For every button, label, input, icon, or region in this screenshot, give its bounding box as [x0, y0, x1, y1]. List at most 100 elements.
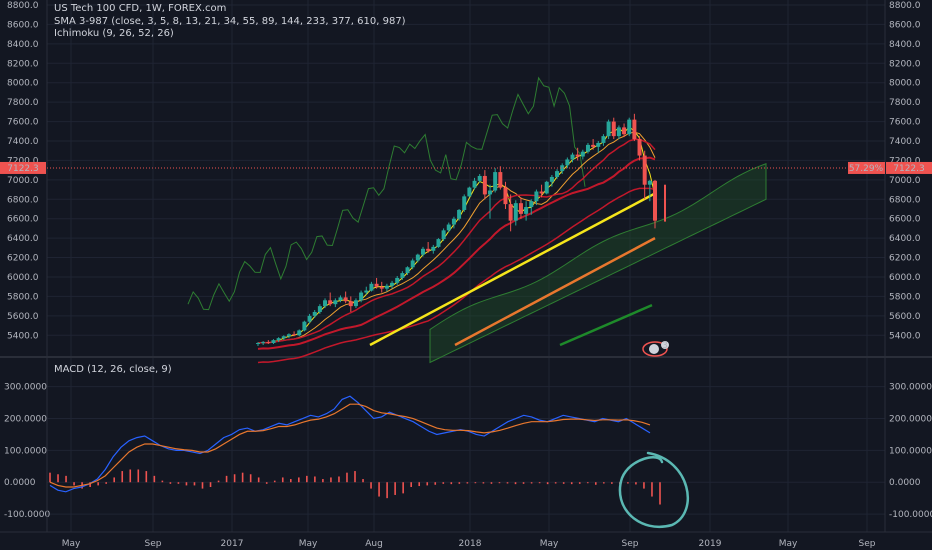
time-axis-label: 2018: [459, 539, 482, 549]
candle-body: [462, 196, 467, 210]
macd-axis-label-right: -100.0000: [889, 510, 932, 520]
sma-34-line: [257, 187, 656, 364]
macd-hist-bar: [570, 482, 573, 485]
event-badge-ring: [642, 341, 668, 357]
candle-body: [591, 144, 596, 147]
macd-hist-bar: [450, 482, 453, 485]
macd-hist-bar: [57, 474, 59, 483]
candle-body: [405, 267, 410, 274]
macd-hist-bar: [402, 482, 404, 494]
candle-body: [606, 121, 611, 137]
candle-body: [627, 119, 632, 135]
macd-hist-bar: [257, 477, 260, 483]
macd-hist-bar: [434, 482, 437, 485]
candle-body: [426, 248, 431, 251]
price-axis-label-right: 8600.0: [889, 20, 921, 30]
sma-233-line: [559, 304, 653, 347]
macd-hist-bar: [506, 482, 509, 484]
candle-body: [400, 273, 405, 278]
candle-body: [266, 342, 271, 344]
candle-body: [390, 282, 395, 286]
candle-body: [415, 254, 420, 261]
macd-hist-bar: [394, 482, 396, 495]
candle-body: [575, 154, 580, 157]
price-axis-label-right: 5400.0: [889, 331, 921, 341]
macd-hist-bar: [458, 482, 461, 484]
macd-hist-bar: [105, 482, 107, 484]
time-axis-label: May: [779, 539, 798, 549]
candle-body: [482, 175, 487, 195]
macd-axis-label-right: 0.0000: [889, 478, 921, 488]
macd-hist-bar: [578, 482, 581, 484]
macd-axis-label-right: 100.0000: [889, 446, 932, 456]
macd-axis-label-left: 300.0000: [4, 383, 47, 393]
macd-hist-bar: [89, 482, 91, 487]
last-price-tag-right: [886, 161, 932, 174]
time-axis-label: May: [299, 539, 318, 549]
candle-body: [503, 187, 508, 205]
candle-body: [493, 172, 498, 191]
macd-legend[interactable]: MACD (12, 26, close, 9): [54, 364, 172, 375]
candle-body: [647, 180, 652, 185]
time-axis-label: Sep: [622, 539, 639, 549]
candle-body: [374, 283, 379, 287]
change-pct-tag-text: 57.29%: [849, 164, 884, 174]
macd-hist-bar: [370, 482, 372, 489]
ichimoku-legend[interactable]: Ichimoku (9, 26, 52, 26): [54, 28, 174, 39]
macd-hist-bar: [522, 482, 525, 484]
macd-axis-label-left: -100.0000: [4, 510, 50, 520]
candle-body: [395, 277, 400, 283]
symbol-title[interactable]: US Tech 100 CFD, 1W, FOREX.com: [54, 3, 227, 14]
macd-signal-line: [49, 403, 651, 488]
price-axis-label-left: 8000.0: [7, 79, 39, 89]
macd-hist-bar: [145, 471, 148, 483]
price-axis-label-left: 6200.0: [7, 254, 39, 264]
price-axis-label-right: 6400.0: [889, 234, 921, 244]
price-axis-label-right: 8400.0: [889, 40, 921, 50]
macd-hist-bar: [386, 482, 388, 499]
price-axis-label-right: 7200.0: [889, 156, 921, 166]
candle-body: [364, 290, 369, 293]
macd-hist-bar: [514, 482, 517, 485]
macd-hist-bar: [538, 482, 541, 484]
time-axis-label: Sep: [145, 539, 162, 549]
candle-body: [611, 121, 616, 137]
candle-body: [261, 342, 266, 344]
price-axis-label-right: 7400.0: [889, 137, 921, 147]
time-axis-label: 2019: [699, 539, 722, 549]
candle-body: [457, 209, 462, 219]
event-badge-count-bg: [661, 341, 669, 349]
candle-body: [436, 239, 441, 247]
macd-hist-bar: [265, 482, 268, 484]
price-axis-label-right: 5600.0: [889, 312, 921, 322]
sma-21-line: [257, 156, 656, 350]
candle-body: [642, 155, 647, 185]
price-axis-label-left: 8600.0: [7, 20, 39, 30]
sma-legend[interactable]: SMA 3-987 (close, 3, 5, 8, 13, 21, 34, 5…: [54, 15, 406, 27]
macd-hist-bar: [338, 476, 340, 483]
price-axis-label-left: 7600.0: [7, 118, 39, 128]
time-axis-label: May: [62, 539, 81, 549]
candle-body: [292, 334, 297, 336]
macd-hist-bar: [314, 476, 316, 483]
time-axis-label: May: [540, 539, 559, 549]
macd-hist-bar: [177, 482, 180, 484]
candle-body: [560, 165, 565, 172]
candle-body: [632, 119, 637, 140]
sma-8-line: [257, 131, 656, 344]
candle-body: [338, 297, 343, 301]
price-axis-label-right: 8200.0: [889, 59, 921, 69]
macd-hist-bar: [217, 480, 220, 483]
price-axis-label-right: 7600.0: [889, 118, 921, 128]
change-pct-tag: [848, 161, 885, 174]
candle-body: [297, 330, 302, 336]
candle-body: [580, 151, 585, 157]
candle-body: [276, 338, 281, 341]
macd-hist-bar: [306, 475, 308, 483]
main-legend: US Tech 100 CFD, 1W, FOREX.com SMA 3-987…: [54, 3, 406, 41]
candle-body: [596, 142, 601, 147]
candle-body: [431, 246, 436, 251]
macd-hist-bar: [161, 480, 164, 483]
macd-hist-bar: [498, 482, 501, 484]
